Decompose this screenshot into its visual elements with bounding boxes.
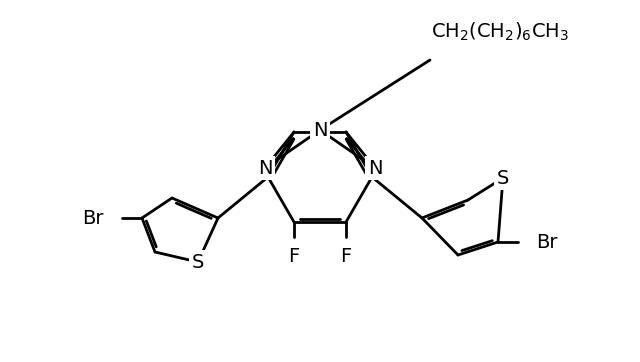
Text: S: S bbox=[192, 253, 204, 272]
Text: Br: Br bbox=[536, 232, 557, 252]
Text: CH$_2$(CH$_2$)$_6$CH$_3$: CH$_2$(CH$_2$)$_6$CH$_3$ bbox=[431, 21, 569, 43]
Text: N: N bbox=[368, 159, 382, 177]
Text: N: N bbox=[313, 121, 327, 139]
Text: Br: Br bbox=[83, 209, 104, 227]
Text: F: F bbox=[340, 247, 351, 266]
Text: S: S bbox=[497, 168, 509, 188]
Text: N: N bbox=[258, 159, 272, 177]
Text: F: F bbox=[289, 247, 300, 266]
